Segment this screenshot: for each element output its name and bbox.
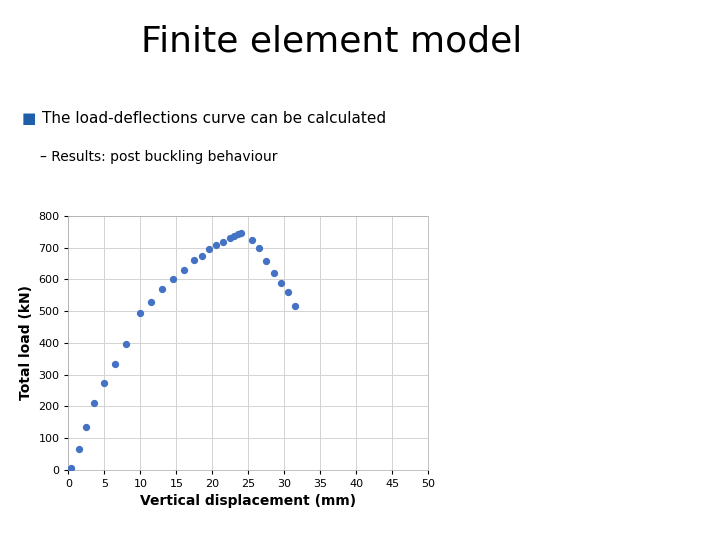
Text: 11: 11 [688,516,706,529]
Point [232,230,243,238]
Point [228,231,240,240]
Point [88,399,99,408]
Text: – Results: post buckling behaviour: – Results: post buckling behaviour [40,150,277,164]
Point [65,464,76,472]
Point [178,266,189,274]
Point [81,423,92,431]
Point [145,298,157,306]
Text: ■: ■ [22,111,36,126]
Point [156,285,168,293]
Point [73,445,85,454]
Point [109,359,121,368]
Point [135,308,146,317]
Point [217,238,229,246]
Point [196,251,207,260]
Point [275,278,287,287]
Point [289,302,301,310]
Point [235,229,247,238]
Point [253,244,265,253]
Point [203,245,215,254]
Text: The load-deflections curve can be calculated: The load-deflections curve can be calcul… [42,111,386,126]
Point [261,256,272,265]
Point [189,256,200,265]
Point [99,378,110,387]
Point [210,241,222,249]
Point [167,275,179,284]
Point [246,235,258,244]
Y-axis label: Total load (kN): Total load (kN) [19,286,32,400]
Point [282,288,294,296]
X-axis label: Vertical displacement (mm): Vertical displacement (mm) [140,495,356,508]
Text: Finite element model: Finite element model [140,24,522,58]
Point [268,269,279,278]
Point [225,234,236,242]
Point [120,340,132,349]
Text: Structural stainless steels: Structural stainless steels [692,182,702,336]
